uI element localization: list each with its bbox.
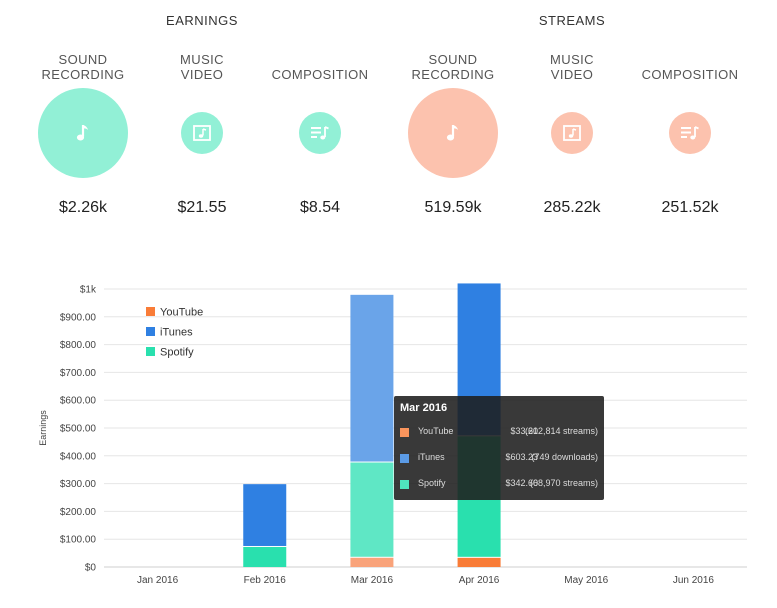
legend-swatch-spotify	[146, 347, 155, 356]
earnings-chart-svg: $0 $100.00 $200.00 $300.00 $400.00 $500.00 $60…	[38, 283, 747, 586]
tooltip-swatch-youtube	[400, 428, 409, 437]
x-tick-label: Mar 2016	[351, 575, 394, 586]
streams-stat-label-line2: VIDEO	[550, 67, 594, 82]
y-tick-label: $1k	[80, 285, 97, 296]
streams-stat-label-line2: RECORDING	[411, 67, 495, 82]
bar-youtube-mar-2016	[350, 557, 394, 567]
y-tick-label: $0	[85, 563, 97, 574]
earnings-stat-label: SOUND	[58, 52, 108, 67]
tooltip-swatch-itunes	[400, 454, 409, 463]
tooltip-row-spotify: Spotify $342.60 (68,970 streams)	[400, 478, 598, 492]
bar-itunes-mar-2016	[350, 294, 394, 462]
streams-title: STREAMS	[538, 13, 606, 28]
x-tick-label: Feb 2016	[244, 575, 287, 586]
tooltip-amount: $603.23	[505, 452, 538, 462]
streams-stat-label: SOUND	[428, 52, 478, 67]
y-tick-label: $300.00	[60, 479, 97, 490]
earnings-chart: $0 $100.00 $200.00 $300.00 $400.00 $500.00 $60…	[0, 270, 777, 608]
tooltip-name: Spotify	[418, 478, 446, 488]
y-tick-label: $200.00	[60, 507, 97, 518]
music-note-icon	[38, 88, 128, 178]
x-tick-label: Apr 2016	[459, 575, 500, 586]
tooltip-row-itunes: iTunes $603.23 (749 downloads)	[400, 452, 598, 466]
legend-label-itunes: iTunes	[160, 327, 193, 339]
earnings-stat-label: COMPOSITION	[271, 67, 369, 82]
y-tick-label: $600.00	[60, 396, 97, 407]
streams-stat-label: MUSIC	[550, 52, 594, 67]
tooltip-swatch-spotify	[400, 480, 409, 489]
streams-stat-value: 285.22k	[543, 199, 601, 216]
music-note-icon	[408, 88, 498, 178]
y-axis-title: Earnings	[38, 410, 48, 446]
earnings-stat-label: MUSIC	[180, 52, 224, 67]
earnings-title: EARNINGS	[166, 13, 238, 28]
x-tick-label: Jan 2016	[137, 575, 179, 586]
tooltip-row-youtube: YouTube $33.21 (602,814 streams)	[400, 426, 598, 440]
earnings-stat-label-line2: VIDEO	[180, 67, 224, 82]
y-tick-label: $100.00	[60, 535, 97, 546]
bar-youtube-apr-2016	[457, 557, 501, 567]
tooltip-title: Mar 2016	[400, 402, 448, 414]
composition-icon	[669, 112, 711, 154]
chart-tooltip: Mar 2016 YouTube $33.21 (602,814 streams…	[394, 396, 604, 500]
music-video-icon	[181, 112, 223, 154]
earnings-stat-value: $21.55	[177, 199, 227, 216]
y-tick-label: $400.00	[60, 451, 97, 462]
bar-itunes-feb-2016	[243, 484, 287, 546]
tooltip-detail: (749 downloads)	[531, 452, 598, 462]
x-tick-label: Jun 2016	[673, 575, 715, 586]
tooltip-detail: (68,970 streams)	[529, 478, 598, 488]
streams-stat-value: 519.59k	[424, 199, 482, 216]
legend-label-youtube: YouTube	[160, 307, 203, 319]
tooltip-amount: $33.21	[510, 426, 538, 436]
bar-spotify-mar-2016	[350, 462, 394, 557]
composition-icon	[299, 112, 341, 154]
legend-label-spotify: Spotify	[160, 347, 194, 359]
y-tick-label: $800.00	[60, 340, 97, 351]
earnings-stat-value: $8.54	[299, 199, 341, 216]
streams-stat-label: COMPOSITION	[641, 67, 739, 82]
x-tick-label: May 2016	[564, 575, 608, 586]
tooltip-name: YouTube	[418, 426, 454, 436]
legend-swatch-youtube	[146, 307, 155, 316]
legend-swatch-itunes	[146, 327, 155, 336]
y-tick-label: $500.00	[60, 424, 97, 435]
earnings-stat-value: $2.26k	[58, 199, 108, 216]
tooltip-name: iTunes	[418, 452, 445, 462]
tooltip-detail: (602,814 streams)	[524, 426, 598, 436]
y-tick-label: $900.00	[60, 312, 97, 323]
bar-spotify-feb-2016	[243, 546, 287, 567]
y-tick-label: $700.00	[60, 368, 97, 379]
earnings-stat-label-line2: RECORDING	[41, 67, 125, 82]
tooltip-amount: $342.60	[505, 478, 538, 488]
music-video-icon	[551, 112, 593, 154]
streams-stat-value: 251.52k	[661, 199, 719, 216]
